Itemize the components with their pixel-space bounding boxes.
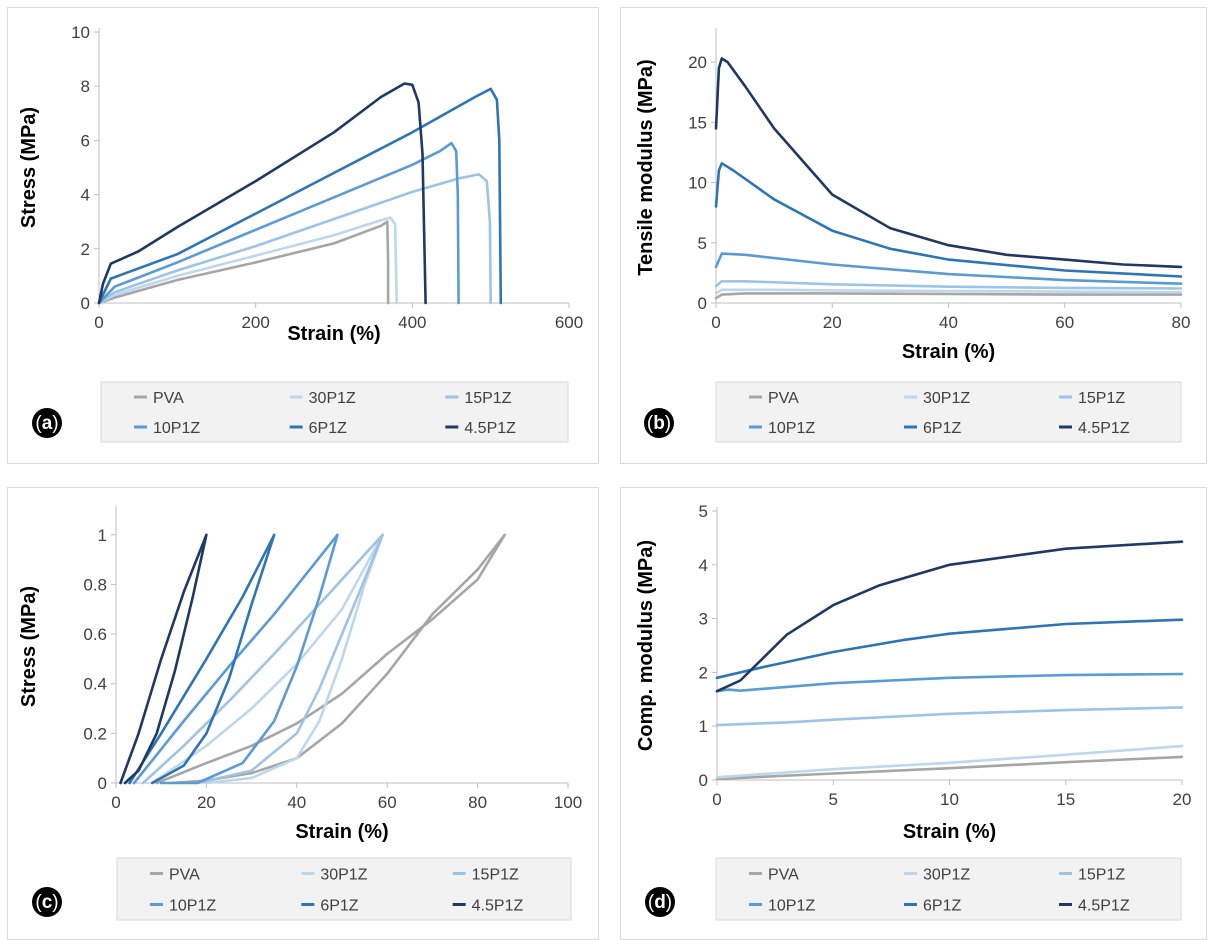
- y-tick-label: 1: [699, 717, 708, 736]
- series-line-6P1Z: [99, 89, 501, 303]
- legend-entry: 30P1Z: [923, 390, 970, 407]
- legend-entry: 15P1Z: [464, 390, 511, 407]
- x-tick-label: 0: [712, 790, 721, 809]
- y-tick-label: 20: [688, 53, 707, 72]
- x-tick-label: 0: [711, 313, 720, 332]
- panel-badge-label: (c): [35, 892, 58, 913]
- chart-b: 0 5 10 15 20 0 20 40 60 80 Strain (%) Tensile modul…: [635, 28, 1190, 442]
- series-line-4_5P1Z: [99, 84, 426, 304]
- x-tick-label: 10: [940, 790, 959, 809]
- y-tick-label: 5: [699, 502, 708, 521]
- y-tick-label: 0.2: [83, 724, 107, 743]
- x-axis-label: Strain (%): [295, 821, 388, 843]
- x-tick-label: 20: [823, 313, 842, 332]
- y-axis-label: Comp. modulus (MPa): [635, 540, 657, 751]
- y-tick-label: 4: [81, 186, 90, 205]
- y-tick-label: 4: [699, 556, 708, 575]
- legend-entry: 15P1Z: [1078, 867, 1125, 884]
- y-axis-label: Stress (MPa): [18, 586, 40, 707]
- x-tick-label: 0: [94, 313, 103, 332]
- legend-entry: 4.5P1Z: [464, 420, 516, 437]
- y-tick-label: 10: [71, 23, 90, 42]
- y-tick-label: 0.8: [83, 575, 107, 594]
- panel-badge-label: (d): [648, 892, 672, 913]
- series-line-PVA: [716, 293, 1181, 298]
- legend-entry: PVA: [153, 390, 184, 407]
- y-tick-label: 0.4: [83, 675, 107, 694]
- series-line-4_5P1Z: [717, 542, 1182, 692]
- y-tick-label: 8: [81, 77, 90, 96]
- series-line-PVA: [717, 757, 1182, 779]
- x-tick-label: 40: [939, 313, 958, 332]
- legend-entry: 4.5P1Z: [1078, 898, 1130, 915]
- x-tick-label: 0: [111, 793, 120, 812]
- x-tick-label: 15: [1056, 790, 1075, 809]
- x-tick-label: 60: [1055, 313, 1074, 332]
- y-tick-label: 1: [98, 526, 107, 545]
- series-line-15P1Z: [717, 707, 1182, 725]
- y-tick-label: 15: [688, 113, 707, 132]
- x-tick-label: 100: [554, 793, 582, 812]
- panel-badge-label: (a): [35, 413, 58, 434]
- series-line-6P1Z: [717, 620, 1182, 678]
- legend-entry: 6P1Z: [923, 898, 961, 915]
- y-tick-label: 10: [688, 174, 707, 193]
- x-tick-label: 5: [829, 790, 838, 809]
- y-tick-label: 3: [699, 610, 708, 629]
- legend-entry: 6P1Z: [309, 420, 347, 437]
- series-line-10P1Z: [716, 254, 1181, 284]
- legend-entry: PVA: [169, 867, 200, 884]
- legend-entry: 10P1Z: [768, 420, 815, 437]
- x-tick-label: 80: [1172, 313, 1191, 332]
- legend-entry: 10P1Z: [768, 898, 815, 915]
- chart-c: 0 0.2 0.4 0.6 0.8 1 0 20 40 60 80 100 Strain (%) Stre…: [18, 506, 582, 920]
- x-tick-label: 40: [287, 793, 306, 812]
- x-axis-label: Strain (%): [903, 821, 996, 843]
- legend-entry: 10P1Z: [169, 898, 216, 915]
- y-tick-label: 0: [98, 774, 107, 793]
- x-tick-label: 200: [241, 313, 269, 332]
- x-axis-label: Strain (%): [902, 341, 995, 363]
- y-tick-label: 0.6: [83, 625, 107, 644]
- legend-entry: 6P1Z: [320, 898, 358, 915]
- x-tick-label: 20: [197, 793, 216, 812]
- y-tick-label: 5: [698, 234, 707, 253]
- x-tick-label: 80: [468, 793, 487, 812]
- legend-entry: 30P1Z: [923, 867, 970, 884]
- y-axis-label: Stress (MPa): [18, 107, 40, 228]
- y-tick-label: 2: [81, 240, 90, 259]
- x-tick-label: 400: [398, 313, 426, 332]
- legend-entry: 6P1Z: [923, 420, 961, 437]
- legend-entry: 4.5P1Z: [472, 898, 524, 915]
- legend-entry: 30P1Z: [320, 867, 367, 884]
- x-axis-label: Strain (%): [287, 323, 380, 345]
- panel-badge-label: (b): [647, 413, 671, 434]
- series-line-4_5P1Z: [716, 59, 1181, 267]
- legend-entry: PVA: [768, 390, 799, 407]
- y-tick-label: 6: [81, 131, 90, 150]
- legend-entry: 10P1Z: [153, 420, 200, 437]
- legend-entry: 15P1Z: [472, 867, 519, 884]
- legend-entry: 15P1Z: [1078, 390, 1125, 407]
- x-tick-label: 20: [1173, 790, 1192, 809]
- legend-entry: 4.5P1Z: [1078, 420, 1130, 437]
- y-axis-label: Tensile modulus (MPa): [635, 59, 657, 275]
- x-tick-label: 60: [378, 793, 397, 812]
- series-line-30P1Z: [717, 746, 1182, 777]
- x-tick-label: 600: [555, 313, 583, 332]
- chart-a: 0 2 4 6 8 10 0 200 400 600 Strain (%) Stress (MPa) P…: [18, 23, 583, 442]
- legend-entry: PVA: [768, 867, 799, 884]
- series-line-10P1Z: [717, 674, 1182, 691]
- y-tick-label: 0: [699, 771, 708, 790]
- legend-entry: 30P1Z: [309, 390, 356, 407]
- y-tick-label: 0: [698, 294, 707, 313]
- y-tick-label: 0: [81, 294, 90, 313]
- chart-d: 0 1 2 3 4 5 0 5 10 15 20 Strain (%) Comp. modulus (M…: [635, 502, 1191, 920]
- y-tick-label: 2: [699, 663, 708, 682]
